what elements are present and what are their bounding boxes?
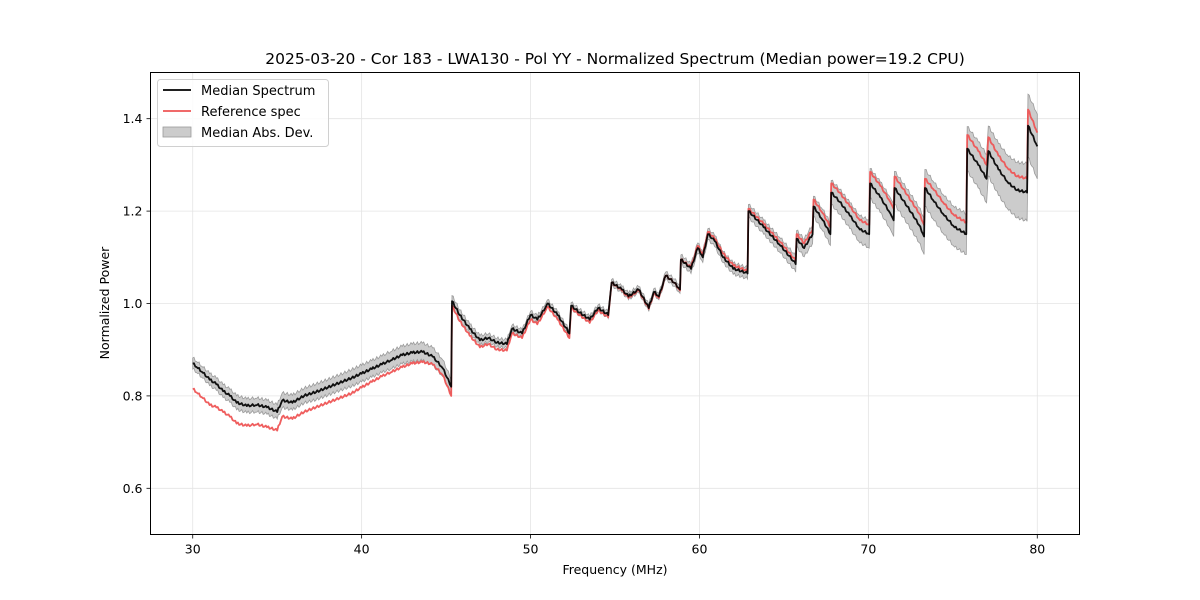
y-tick-label: 0.8 — [123, 388, 143, 403]
x-axis: 30 40 50 60 70 80 — [185, 534, 1045, 557]
legend-swatch-mad — [162, 126, 192, 138]
y-tick-label: 0.6 — [123, 481, 143, 496]
series-layer — [192, 108, 1039, 432]
x-axis-label: Frequency (MHz) — [562, 562, 667, 577]
legend-label-reference: Reference spec — [201, 105, 301, 120]
y-tick-label: 1.2 — [123, 204, 143, 219]
x-tick-label: 60 — [692, 542, 708, 557]
legend-label-median: Median Spectrum — [201, 84, 315, 99]
reference-spec-line — [192, 108, 1039, 432]
legend-frame — [157, 79, 329, 147]
x-tick-label: 70 — [860, 542, 876, 557]
chart-title: 2025-03-20 - Cor 183 - LWA130 - Pol YY -… — [265, 50, 965, 68]
x-tick-label: 40 — [354, 542, 370, 557]
y-axis: 0.6 0.8 1.0 1.2 1.4 — [123, 111, 151, 496]
x-tick-label: 80 — [1029, 542, 1045, 557]
x-tick-label: 50 — [523, 542, 539, 557]
legend: Median Spectrum Reference spec Median Ab… — [157, 79, 329, 147]
y-tick-label: 1.4 — [123, 111, 143, 126]
mad-band — [192, 93, 1038, 421]
y-tick-label: 1.0 — [123, 296, 143, 311]
y-axis-label: Normalized Power — [97, 246, 112, 360]
median-spectrum-line — [192, 124, 1039, 413]
x-tick-label: 30 — [185, 542, 201, 557]
legend-label-mad: Median Abs. Dev. — [201, 126, 313, 141]
mad-band-layer — [192, 93, 1038, 421]
